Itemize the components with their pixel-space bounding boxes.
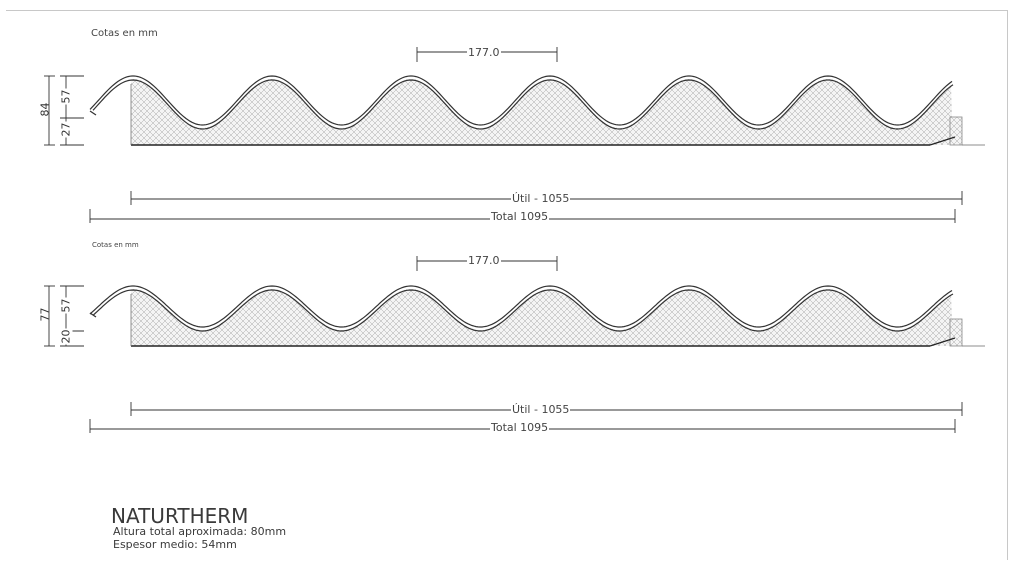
left-lip: [89, 110, 97, 116]
base-edge: [929, 136, 956, 146]
pitch-dimension: 177.0: [467, 254, 501, 267]
corrugated-sheet-inner: [92, 79, 954, 130]
product-thickness-note: Espesor medio: 54mm: [113, 538, 237, 551]
corrugated-sheet-outer: [89, 75, 953, 126]
wave-height-dimension: 57: [59, 88, 73, 105]
panel-profile-1: [89, 75, 985, 146]
base-edge: [929, 337, 956, 347]
product-name: NATURTHERM: [111, 504, 249, 528]
base-height-dimension: 27: [59, 121, 73, 138]
units-label: Cotas en mm: [92, 241, 139, 249]
left-lip: [89, 312, 97, 318]
total-height-dimension: 84: [38, 102, 52, 117]
panel-profile-2: [89, 285, 985, 347]
wave-height-dimension: 57: [59, 297, 73, 314]
corrugated-sheet-outer: [89, 285, 953, 328]
end-block: [949, 318, 963, 347]
drawing-frame: [6, 10, 1008, 560]
insulation-core: [131, 79, 962, 145]
units-label: Cotas en mm: [91, 28, 158, 39]
total-height-dimension: 77: [38, 307, 52, 322]
total-width-dimension: Total 1095: [490, 210, 550, 223]
useful-width-dimension: Útil - 1055: [511, 403, 571, 416]
useful-width-dimension: Útil - 1055: [511, 192, 571, 205]
product-height-note: Altura total aproximada: 80mm: [113, 525, 287, 538]
total-width-dimension: Total 1095: [490, 421, 550, 434]
base-height-dimension: 20: [59, 328, 73, 345]
insulation-core: [131, 289, 962, 346]
end-block: [949, 116, 963, 146]
corrugated-sheet-inner: [92, 289, 954, 332]
pitch-dimension: 177.0: [467, 46, 501, 59]
